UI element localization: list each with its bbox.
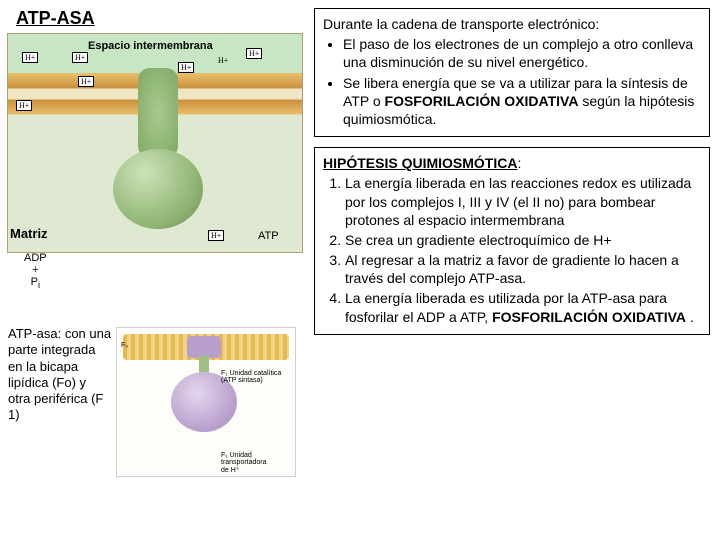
atp-synthase-schematic: F₀ F₁ Unidad catalítica (ATP sintasa) F₁… [116, 327, 296, 477]
schematic-f0 [187, 336, 221, 358]
box2-item: Se crea un gradiente electroquímico de H… [345, 231, 701, 249]
h-plus-label: H+ [178, 62, 194, 73]
atp-asa-caption: ATP-asa: con una parte integrada en la b… [8, 326, 112, 424]
h-plus-label: H+ [218, 56, 228, 65]
intermembrane-space-label: Espacio intermembrana [88, 40, 213, 52]
schematic-h-transport-label: F₁ Unidad transportadora de H⁺ [221, 452, 291, 474]
schematic-f0-label: F₀ [121, 342, 128, 349]
page-title: ATP-ASA [6, 8, 304, 29]
f1-head [113, 149, 203, 229]
box2-item: La energía liberada es utilizada por la … [345, 289, 701, 325]
h-plus-label: H+ [246, 48, 262, 59]
atp-label: ATP [258, 230, 279, 242]
h-plus-label: H+ [22, 52, 38, 63]
box1-bullet: El paso de los electrones de un complejo… [343, 35, 701, 71]
box2-heading: HIPÓTESIS QUIMIOSMÓTICA [323, 155, 517, 171]
schematic-f1-label: F₁ Unidad catalítica (ATP sintasa) [221, 370, 291, 384]
h-plus-label: H+ [72, 52, 88, 63]
h-plus-label: H+ [78, 76, 94, 87]
electron-transport-box: Durante la cadena de transporte electrón… [314, 8, 710, 137]
h-plus-label: H+ [16, 100, 32, 111]
matrix-label: Matriz [10, 226, 48, 241]
box1-bullet: Se libera energía que se va a utilizar p… [343, 74, 701, 129]
h-plus-label: H+ [208, 230, 224, 241]
membrane-diagram: H+ H+ Espacio intermembrana H+ H+ H+ H+ … [7, 33, 303, 253]
chemiosmotic-hypothesis-box: HIPÓTESIS QUIMIOSMÓTICA: La energía libe… [314, 147, 710, 335]
f0-stalk [138, 68, 178, 158]
box2-item: La energía liberada en las reacciones re… [345, 174, 701, 229]
box2-item: Al regresar a la matriz a favor de gradi… [345, 251, 701, 287]
adp-pi-label: ADP + Pi [24, 252, 47, 290]
box1-intro: Durante la cadena de transporte electrón… [323, 16, 599, 32]
